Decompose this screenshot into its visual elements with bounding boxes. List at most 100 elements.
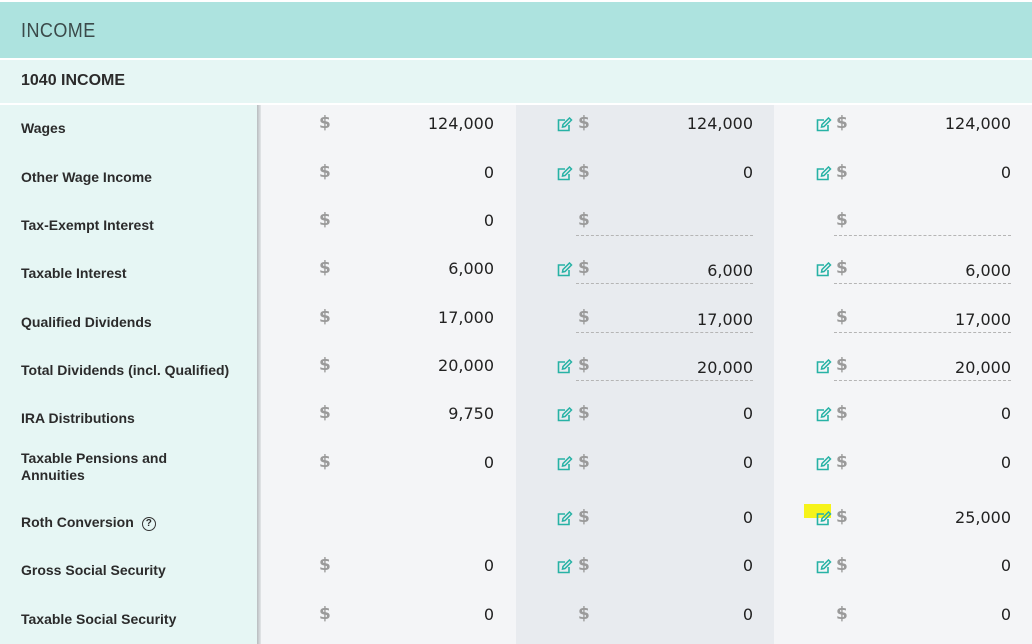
amount-value: 0	[1000, 605, 1011, 624]
amount-value: 0	[742, 508, 753, 527]
row-label: Gross Social Security	[21, 562, 256, 579]
edit-icon[interactable]	[556, 455, 573, 471]
amount-value: 0	[483, 163, 494, 182]
currency-symbol: $	[836, 210, 848, 230]
input-underline	[576, 235, 753, 236]
row-label: Tax-Exempt Interest	[21, 217, 256, 234]
input-underline	[576, 332, 753, 333]
amount-input[interactable]: 6,000	[707, 261, 753, 280]
income-header: INCOME	[0, 2, 1032, 58]
currency-symbol: $	[578, 604, 590, 624]
currency-symbol: $	[578, 555, 590, 575]
amount-value: 124,000	[944, 114, 1011, 133]
amount-value: 124,000	[427, 114, 494, 133]
amount-value: 9,750	[448, 404, 494, 423]
edit-icon[interactable]	[556, 116, 573, 132]
currency-symbol: $	[578, 258, 590, 278]
amount-value: 6,000	[448, 259, 494, 278]
currency-symbol: $	[836, 452, 848, 472]
currency-symbol: $	[836, 162, 848, 182]
column-divider	[257, 105, 261, 644]
row-label-text: Tax-Exempt Interest	[21, 217, 154, 233]
amount-value: 0	[1000, 404, 1011, 423]
input-underline	[834, 235, 1011, 236]
row-label: Total Dividends (incl. Qualified)	[21, 362, 256, 379]
currency-symbol: $	[836, 604, 848, 624]
currency-symbol: $	[836, 307, 848, 327]
row-label-text: IRA Distributions	[21, 410, 135, 426]
amount-value: 0	[483, 605, 494, 624]
currency-symbol: $	[578, 162, 590, 182]
currency-symbol: $	[319, 355, 331, 375]
input-underline	[834, 380, 1011, 381]
amount-input[interactable]: 20,000	[955, 358, 1011, 377]
edit-icon[interactable]	[556, 261, 573, 277]
row-label-text: Gross Social Security	[21, 562, 166, 578]
amount-value: 0	[1000, 556, 1011, 575]
currency-symbol: $	[578, 452, 590, 472]
amount-value: 0	[1000, 163, 1011, 182]
column-3	[774, 105, 1032, 644]
edit-icon[interactable]	[556, 165, 573, 181]
edit-icon[interactable]	[815, 455, 832, 471]
row-label: Taxable Social Security	[21, 611, 256, 628]
amount-input[interactable]: 6,000	[965, 261, 1011, 280]
currency-symbol: $	[319, 113, 331, 133]
currency-symbol: $	[578, 355, 590, 375]
edit-icon[interactable]	[556, 358, 573, 374]
amount-value: 0	[742, 453, 753, 472]
currency-symbol: $	[319, 452, 331, 472]
currency-symbol: $	[319, 307, 331, 327]
edit-icon[interactable]	[815, 558, 832, 574]
amount-input[interactable]: 20,000	[697, 358, 753, 377]
currency-symbol: $	[319, 604, 331, 624]
row-label: Wages	[21, 120, 256, 137]
amount-input[interactable]: 17,000	[697, 310, 753, 329]
amount-value: 0	[742, 404, 753, 423]
currency-symbol: $	[836, 258, 848, 278]
amount-value: 0	[742, 163, 753, 182]
amount-value: 0	[483, 211, 494, 230]
section-title: 1040 INCOME	[21, 72, 126, 89]
currency-symbol: $	[578, 210, 590, 230]
edit-icon[interactable]	[815, 406, 832, 422]
currency-symbol: $	[578, 307, 590, 327]
amount-value: 0	[742, 556, 753, 575]
currency-symbol: $	[319, 162, 331, 182]
amount-value: 25,000	[955, 508, 1011, 527]
row-label: Taxable Interest	[21, 265, 256, 282]
input-underline	[576, 380, 753, 381]
currency-symbol: $	[319, 210, 331, 230]
row-label-text: Roth Conversion	[21, 514, 134, 530]
edit-icon[interactable]	[815, 261, 832, 277]
row-label: Taxable Pensions and Annuities	[21, 450, 181, 484]
column-1	[261, 105, 516, 644]
input-underline	[834, 283, 1011, 284]
row-label-text: Qualified Dividends	[21, 314, 152, 330]
currency-symbol: $	[319, 258, 331, 278]
currency-symbol: $	[836, 507, 848, 527]
edit-icon[interactable]	[815, 510, 832, 526]
currency-symbol: $	[578, 113, 590, 133]
row-label-text: Taxable Interest	[21, 265, 127, 281]
edit-icon[interactable]	[556, 510, 573, 526]
input-underline	[834, 332, 1011, 333]
header-title: INCOME	[21, 20, 96, 42]
edit-icon[interactable]	[815, 165, 832, 181]
row-label: Roth Conversion?	[21, 514, 256, 531]
currency-symbol: $	[319, 555, 331, 575]
currency-symbol: $	[836, 403, 848, 423]
amount-value: 20,000	[438, 356, 494, 375]
amount-input[interactable]: 17,000	[955, 310, 1011, 329]
edit-icon[interactable]	[556, 406, 573, 422]
edit-icon[interactable]	[556, 558, 573, 574]
edit-icon[interactable]	[815, 116, 832, 132]
amount-value: 0	[483, 453, 494, 472]
edit-icon[interactable]	[815, 358, 832, 374]
section-header: 1040 INCOME	[0, 60, 1032, 103]
help-icon[interactable]: ?	[141, 517, 156, 531]
row-label-text: Wages	[21, 120, 66, 136]
amount-value: 0	[483, 556, 494, 575]
row-label: Other Wage Income	[21, 169, 256, 186]
amount-value: 0	[1000, 453, 1011, 472]
